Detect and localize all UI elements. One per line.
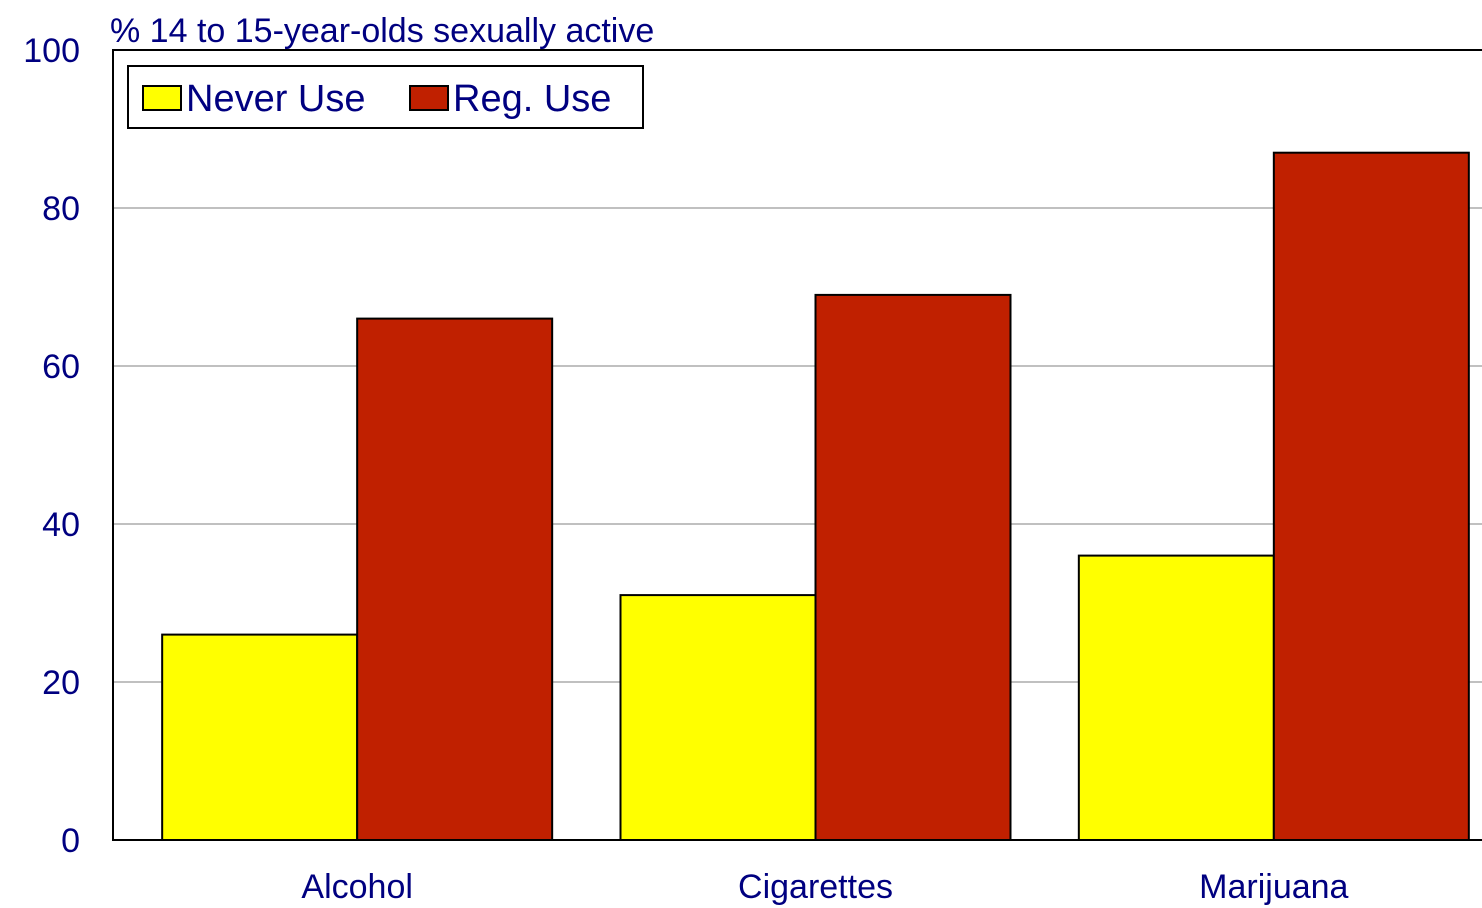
x-category-label: Marijuana <box>1199 868 1348 906</box>
y-tick-label: 20 <box>42 664 80 702</box>
plot-area-frame <box>112 49 1482 841</box>
bar-reg-use-cigarettes <box>814 293 1012 841</box>
y-tick-label: 40 <box>42 506 80 544</box>
legend: Never Use Reg. Use <box>127 65 644 129</box>
x-category-label: Cigarettes <box>738 868 893 906</box>
legend-label-reg-use: Reg. Use <box>453 78 611 120</box>
chart-title: % 14 to 15-year-olds sexually active <box>110 12 654 50</box>
y-tick-label: 60 <box>42 348 80 386</box>
y-tick-label: 100 <box>23 32 80 70</box>
bar-reg-use-alcohol <box>356 317 554 842</box>
bar-reg-use-marijuana <box>1272 151 1470 841</box>
legend-swatch-reg-use <box>409 85 449 111</box>
x-axis-category-labels: Alcohol Cigarettes Marijuana <box>301 868 1348 906</box>
bars <box>161 151 1470 842</box>
bar-never-use-cigarettes <box>619 594 817 841</box>
y-axis-tick-labels: 0 20 40 60 80 100 <box>23 32 80 860</box>
legend-label-never-use: Never Use <box>186 78 366 120</box>
bar-never-use-alcohol <box>161 633 359 841</box>
bar-never-use-marijuana <box>1077 554 1275 841</box>
y-tick-label: 0 <box>61 822 80 860</box>
legend-box <box>127 65 644 129</box>
legend-swatch-never-use <box>142 85 182 111</box>
y-tick-label: 80 <box>42 190 80 228</box>
x-category-label: Alcohol <box>301 868 413 906</box>
